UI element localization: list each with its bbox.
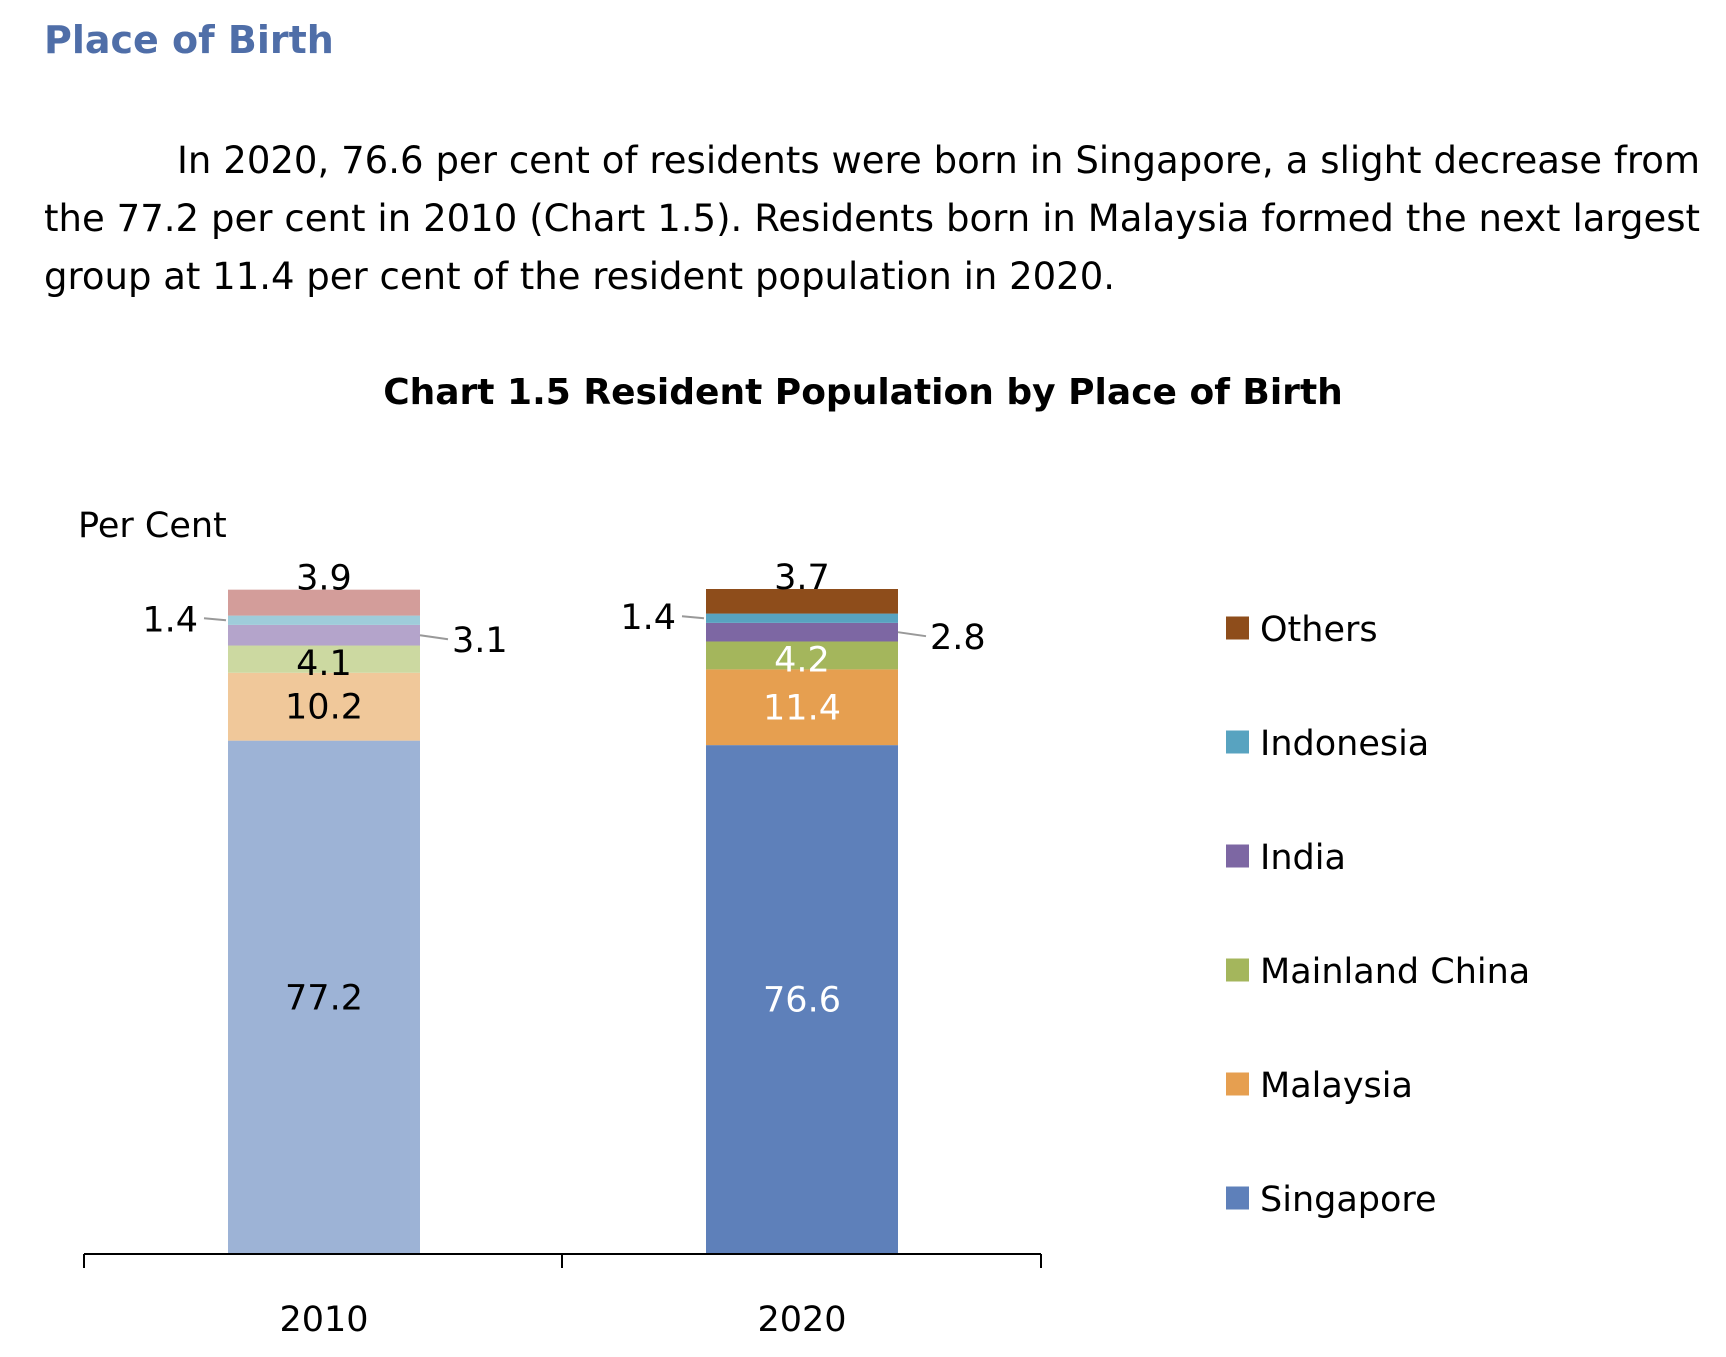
data-label-mainland-china-2020: 4.2 (774, 640, 830, 680)
body-paragraph: In 2020, 76.6 per cent of residents were… (44, 139, 1700, 298)
data-label-malaysia-2010: 10.2 (285, 688, 363, 728)
data-label-indonesia-2010: 1.4 (142, 600, 198, 640)
data-label-india-2020: 2.8 (930, 618, 986, 658)
bar-segment-singapore-2010 (228, 740, 420, 1254)
x-tick-label-2020: 2020 (757, 1300, 846, 1340)
leader-line-india-2020 (897, 631, 927, 638)
bar-segment-india-2020 (706, 622, 898, 642)
bar-segment-singapore-2020 (706, 745, 898, 1254)
legend-label-malaysia: Malaysia (1260, 1066, 1413, 1106)
leader-line-india-2010 (419, 634, 449, 641)
data-label-malaysia-2020: 11.4 (763, 688, 841, 728)
legend-swatch-others (1226, 616, 1249, 640)
bar-segment-mainland-china-2010 (228, 645, 420, 673)
bar-segment-others-2020 (706, 589, 898, 614)
data-label-others-2010: 3.9 (296, 559, 352, 599)
data-label-mainland-china-2010: 4.1 (296, 644, 352, 684)
leader-line-indonesia-2020 (681, 615, 705, 620)
legend-swatch-india (1226, 844, 1249, 868)
legend-label-others: Others (1260, 610, 1378, 650)
chart-title: Chart 1.5 Resident Population by Place o… (383, 372, 1343, 413)
bar-segment-mainland-china-2020 (706, 641, 898, 670)
legend-swatch-malaysia (1226, 1072, 1249, 1096)
bar-segment-indonesia-2020 (706, 613, 898, 623)
bar-segment-malaysia-2010 (228, 672, 420, 741)
bar-segment-indonesia-2010 (228, 615, 420, 625)
data-label-india-2010: 3.1 (452, 621, 508, 661)
data-label-indonesia-2020: 1.4 (620, 598, 676, 638)
data-label-singapore-2020: 76.6 (763, 981, 841, 1021)
bar-segment-malaysia-2020 (706, 669, 898, 746)
section-heading: Place of Birth (44, 18, 334, 62)
y-axis-label: Per Cent (78, 506, 227, 546)
legend-swatch-indonesia (1226, 730, 1249, 754)
legend-label-singapore: Singapore (1260, 1180, 1437, 1220)
data-label-others-2020: 3.7 (774, 558, 830, 598)
bar-segment-others-2010 (228, 589, 420, 616)
legend-label-mainland-china: Mainland China (1260, 952, 1530, 992)
legend-swatch-singapore (1226, 1186, 1249, 1210)
data-label-singapore-2010: 77.2 (285, 978, 363, 1018)
x-tick-label-2010: 2010 (279, 1300, 368, 1340)
legend-label-india: India (1260, 838, 1346, 878)
leader-line-indonesia-2010 (203, 617, 227, 622)
legend-label-indonesia: Indonesia (1260, 724, 1429, 764)
legend-swatch-mainland-china (1226, 958, 1249, 982)
bar-segment-india-2010 (228, 624, 420, 646)
